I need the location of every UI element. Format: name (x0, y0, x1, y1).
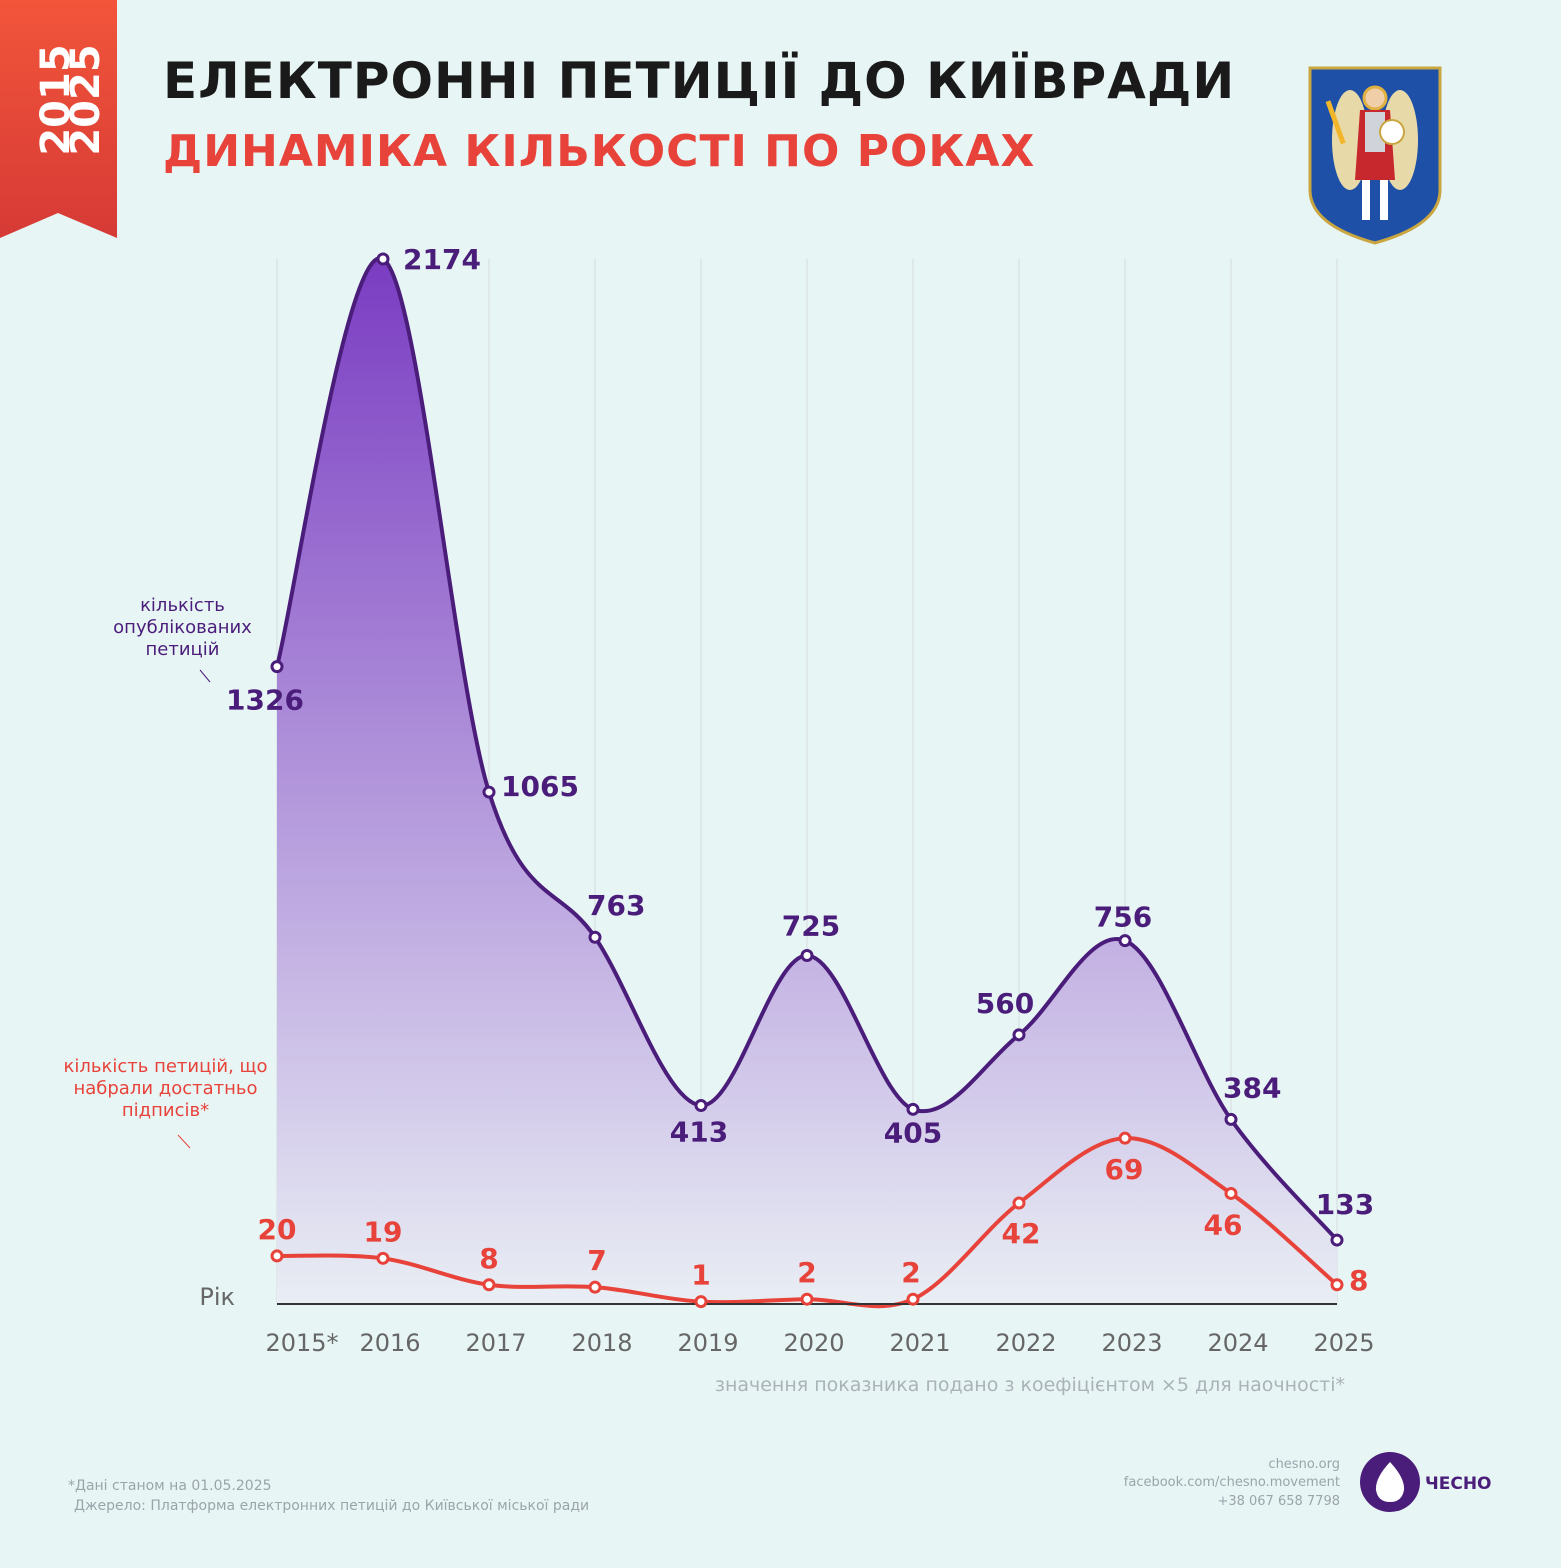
data-label: 1326 (226, 684, 304, 717)
point (376, 1251, 390, 1265)
point (270, 1249, 284, 1263)
ribbon-year: 2025 (63, 44, 109, 155)
data-label: 2 (797, 1256, 816, 1289)
x-tick-label: 2020 (783, 1329, 844, 1357)
point (1012, 1028, 1026, 1042)
source: Джерело: Платформа електронних петицій д… (74, 1498, 590, 1514)
x-axis-label: Рік (199, 1283, 235, 1311)
series-annotation: кількість петицій, що набрали достатньо … (63, 1056, 268, 1121)
data-label: 8 (479, 1242, 498, 1275)
point (694, 1295, 708, 1309)
point (1118, 1131, 1132, 1145)
point (376, 252, 390, 266)
ribbon-year: 2015 (33, 44, 79, 155)
x-tick-label: 2023 (1101, 1329, 1162, 1357)
point (1012, 1196, 1026, 1210)
x-tick-label: 2018 (571, 1329, 632, 1357)
data-label: 1 (691, 1259, 710, 1292)
x-tick-label: 2019 (677, 1329, 738, 1357)
annotation-arrow (199, 669, 211, 683)
data-label: 2174 (403, 243, 481, 276)
x-tick-label: 2021 (889, 1329, 950, 1357)
data-label: 133 (1316, 1188, 1374, 1221)
data-label: 405 (884, 1116, 942, 1149)
contact: +38 067 658 7798 (1217, 1494, 1340, 1509)
point (270, 660, 284, 674)
data-label: 20 (258, 1213, 297, 1246)
data-label: 756 (1094, 901, 1152, 934)
brand-logo-mark (1375, 1462, 1405, 1502)
x-tick-label: 2024 (1207, 1329, 1268, 1357)
contact: facebook.com/chesno.movement (1123, 1475, 1340, 1490)
plot: 2015* 2016 2017 2018 2019 2020 2021 2022 2023 202… (226, 243, 1375, 1357)
title: ЕЛЕКТРОННІ ПЕТИЦІЇ ДО КИЇВРАДИ (163, 52, 1236, 110)
contact: chesno.org (1268, 1457, 1340, 1472)
line (276, 1136, 1339, 1309)
annotation-arrow (177, 1134, 191, 1149)
scale-note: значення показника подано з коефіцієнтом… (714, 1374, 1345, 1396)
subtitle: ДИНАМІКА КІЛЬКОСТІ ПО РОКАХ (163, 126, 1036, 177)
data-label: 69 (1105, 1153, 1144, 1186)
point (694, 1098, 708, 1112)
data-label: 2 (901, 1256, 920, 1289)
data-label: 46 (1204, 1208, 1243, 1241)
point (1118, 934, 1132, 948)
data-label: 19 (364, 1215, 403, 1248)
data-label: 560 (976, 987, 1034, 1020)
point (482, 1278, 496, 1292)
x-tick-label: 2015* (265, 1329, 338, 1357)
data-label: 413 (670, 1115, 728, 1148)
area (277, 258, 1337, 1305)
point (1330, 1278, 1344, 1292)
data-label: 8 (1349, 1264, 1368, 1297)
point (588, 1280, 602, 1294)
data-label: 1065 (501, 770, 579, 803)
point (800, 1292, 814, 1306)
point (482, 785, 496, 799)
point (906, 1102, 920, 1116)
point (1224, 1112, 1238, 1126)
x-tick-label: 2016 (359, 1329, 420, 1357)
data-label: 763 (587, 889, 645, 922)
point (800, 949, 814, 963)
data-label: 384 (1223, 1071, 1281, 1104)
footnote: *Дані станом на 01.05.2025 (68, 1478, 272, 1494)
data-label: 42 (1002, 1217, 1041, 1250)
point (588, 930, 602, 944)
x-tick-label: 2022 (995, 1329, 1056, 1357)
point (1330, 1233, 1344, 1247)
brand-name: ЧЕСНО (1425, 1474, 1492, 1494)
x-tick-label: 2017 (465, 1329, 526, 1357)
point (906, 1292, 920, 1306)
x-tick-label: 2025 (1313, 1329, 1374, 1357)
data-label: 7 (587, 1244, 606, 1277)
point (1224, 1186, 1238, 1200)
coat-of-arms (1308, 66, 1442, 245)
series-annotation: кількість опублікованих петицій (113, 595, 252, 660)
ribbon (0, 0, 117, 238)
data-label: 725 (782, 910, 840, 943)
